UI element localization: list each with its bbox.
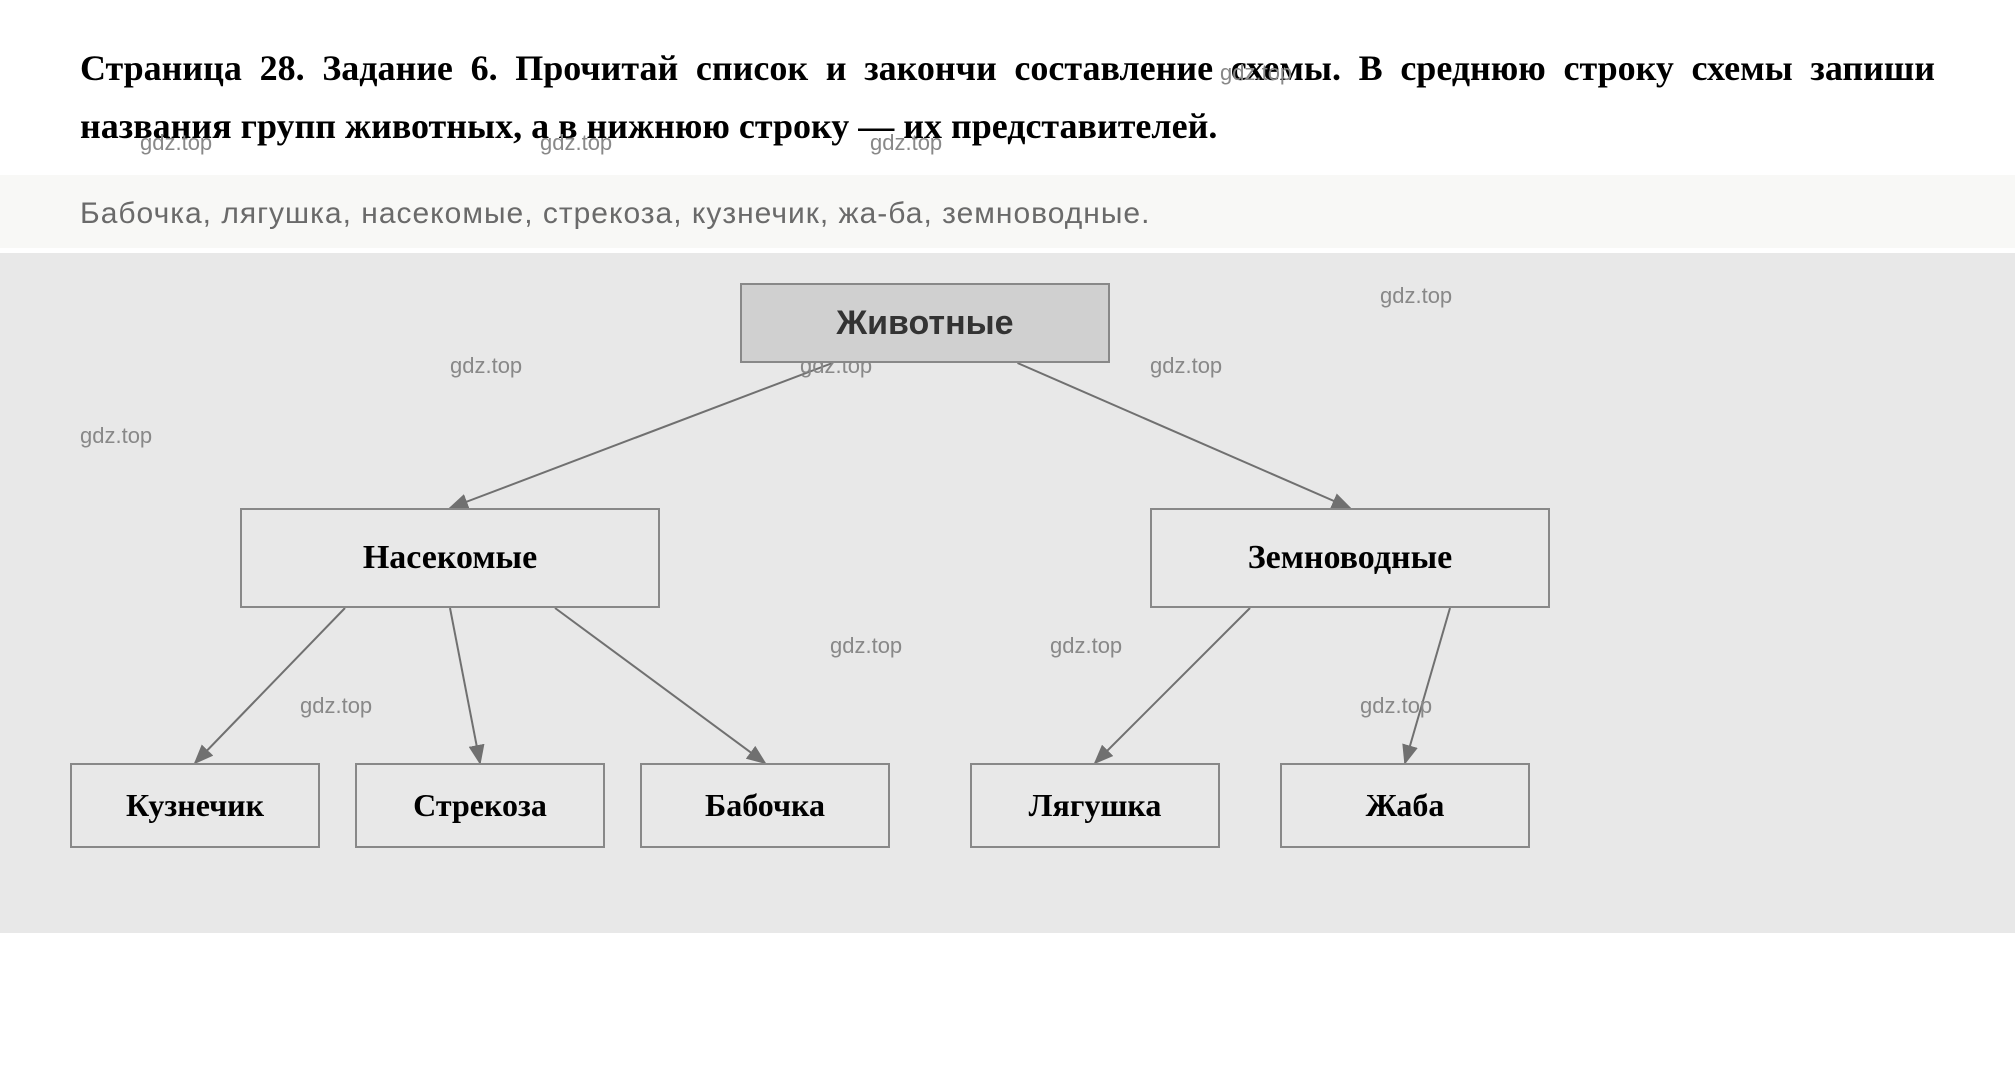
diagram-area: gdz.top gdz.top gdz.top gdz.top gdz.top gdz.t… (0, 253, 2015, 933)
node-root: Животные (740, 283, 1110, 363)
watermark: gdz.top (1380, 283, 1452, 309)
watermark: gdz.top (1150, 353, 1222, 379)
node-leaf3: Бабочка (640, 763, 890, 848)
node-label: Насекомые (363, 539, 537, 577)
word-list: Бабочка, лягушка, насекомые, стрекоза, к… (80, 190, 1935, 238)
node-label: Кузнечик (126, 787, 264, 824)
watermark: gdz.top (830, 633, 902, 659)
node-label: Лягушка (1029, 787, 1162, 824)
node-label: Бабочка (705, 787, 825, 824)
word-list-section: Бабочка, лягушка, насекомые, стрекоза, к… (0, 175, 2015, 248)
watermark: gdz.top (1050, 633, 1122, 659)
node-label: Животные (836, 304, 1013, 343)
node-label: Жаба (1366, 787, 1445, 824)
node-leaf4: Лягушка (970, 763, 1220, 848)
node-group1: Насекомые (240, 508, 660, 608)
node-group2: Земноводные (1150, 508, 1550, 608)
node-label: Земноводные (1248, 539, 1453, 577)
node-label: Стрекоза (413, 787, 547, 824)
node-leaf2: Стрекоза (355, 763, 605, 848)
node-leaf5: Жаба (1280, 763, 1530, 848)
watermark: gdz.top (80, 423, 152, 449)
node-leaf1: Кузнечик (70, 763, 320, 848)
watermark: gdz.top (1360, 693, 1432, 719)
task-text: Страница 28. Задание 6. Прочитай список … (80, 40, 1935, 155)
watermark: gdz.top (300, 693, 372, 719)
header-section: Страница 28. Задание 6. Прочитай список … (0, 0, 2015, 175)
watermark: gdz.top (450, 353, 522, 379)
